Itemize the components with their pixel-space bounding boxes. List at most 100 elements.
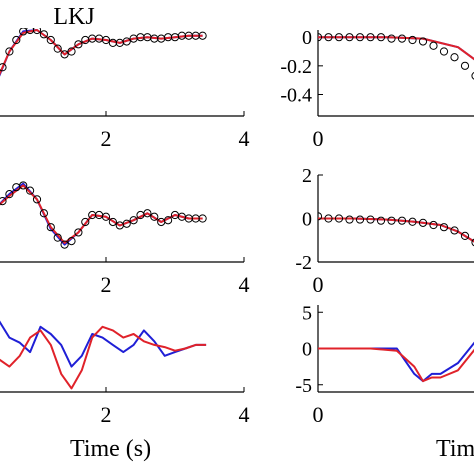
x-axis-label: Time (s) (70, 436, 151, 462)
data-point-marker (150, 212, 159, 221)
panel-3: 2 4 Time (s) (0, 320, 250, 462)
series-line-2 (0, 184, 203, 244)
data-point-marker (143, 209, 152, 218)
x-tick-label: 0 (313, 272, 324, 297)
data-point-marker (0, 63, 7, 72)
data-point-marker (53, 44, 62, 53)
data-point-marker (387, 34, 396, 43)
data-point-marker (46, 223, 55, 232)
series-line-2 (0, 29, 203, 76)
data-point-marker (198, 31, 207, 40)
data-point-marker (450, 53, 459, 62)
panel-1: 2 4 LKJ (0, 4, 250, 151)
data-point-marker (408, 35, 417, 45)
data-point-marker (439, 223, 449, 232)
data-point-marker (122, 219, 131, 228)
data-point-marker (376, 33, 386, 42)
plot-area (318, 212, 474, 247)
data-point-marker (39, 30, 49, 39)
data-point-marker (122, 37, 131, 46)
data-point-marker (5, 190, 14, 199)
x-tick-label: 2 (101, 126, 112, 151)
data-point-marker (429, 220, 438, 230)
data-point-marker (334, 33, 344, 42)
data-point-marker (345, 215, 354, 224)
data-point-marker (439, 47, 449, 56)
data-point-marker (418, 218, 428, 227)
x-tick-label: 4 (239, 402, 250, 427)
data-point-marker (460, 231, 470, 240)
y-tick-label: -2 (295, 252, 312, 274)
data-point-marker (318, 212, 323, 221)
data-point-marker (376, 216, 386, 225)
plot-area (318, 341, 474, 383)
data-point-marker (366, 215, 375, 224)
y-tick-label: 5 (302, 302, 312, 324)
series-line-1 (0, 320, 207, 368)
plot-area (0, 28, 207, 77)
data-point-marker (418, 37, 428, 46)
data-point-marker (324, 33, 333, 42)
y-tick-label: 2 (302, 165, 312, 187)
data-point-marker (67, 237, 76, 246)
data-point-marker (471, 72, 474, 80)
data-point-marker (318, 33, 323, 42)
data-point-marker (164, 216, 173, 225)
data-point-marker (397, 34, 407, 43)
data-point-marker (101, 35, 111, 45)
x-tick-label: 2 (101, 402, 112, 427)
series-line-2 (0, 325, 207, 390)
data-point-marker (429, 41, 438, 50)
data-point-marker (324, 214, 333, 223)
data-point-marker (0, 197, 7, 206)
data-point-marker (108, 217, 118, 227)
data-point-marker (46, 35, 55, 45)
series-line-1 (318, 341, 474, 383)
series-line-2 (318, 217, 474, 243)
data-point-marker (32, 28, 42, 35)
x-axis-label: Tim (436, 436, 474, 462)
data-point-marker (460, 61, 470, 70)
x-tick-label: 0 (313, 402, 324, 427)
data-point-marker (345, 33, 354, 42)
data-point-marker (355, 215, 365, 224)
data-point-marker (19, 181, 28, 190)
data-point-marker (198, 214, 207, 223)
data-point-marker (26, 186, 35, 195)
data-point-marker (60, 50, 69, 59)
panel-5: 020-2 (295, 165, 474, 297)
data-point-marker (366, 33, 375, 42)
data-point-marker (32, 195, 42, 204)
data-point-marker (74, 228, 83, 237)
data-point-marker (397, 216, 407, 225)
data-point-marker (67, 47, 76, 56)
x-tick-label: 2 (101, 272, 112, 297)
data-point-marker (408, 217, 417, 226)
y-tick-label: -0.2 (280, 56, 312, 78)
data-point-marker (81, 217, 90, 227)
data-point-marker (5, 47, 14, 56)
y-tick-label: 0 (302, 339, 312, 361)
data-point-marker (334, 214, 344, 223)
plot-area (0, 181, 207, 249)
y-tick-label: 0 (302, 209, 312, 231)
y-tick-label: 0 (302, 27, 312, 49)
panel-title: LKJ (53, 4, 94, 30)
data-point-marker (101, 212, 111, 221)
series-line-2 (318, 347, 474, 383)
data-point-marker (450, 226, 459, 235)
data-point-marker (12, 35, 21, 45)
data-point-marker (355, 33, 365, 42)
x-tick-label: 4 (239, 272, 250, 297)
data-point-marker (60, 240, 69, 249)
data-point-marker (39, 209, 49, 218)
data-point-marker (471, 238, 474, 247)
x-tick-label: 0 (313, 126, 324, 151)
plot-area (0, 320, 207, 390)
data-point-marker (74, 40, 83, 49)
